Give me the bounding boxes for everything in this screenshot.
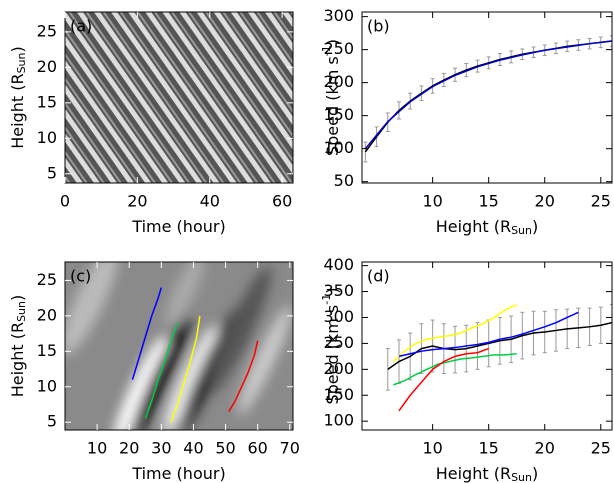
y-tick-label: 100	[323, 411, 354, 430]
x-axis-title: Time (hour)	[131, 217, 225, 236]
x-tick-label: 25	[591, 192, 611, 211]
x-tick-label: 20	[535, 439, 555, 458]
panel: 10 15 20 25 50 100 150 200 250 300 (b)	[323, 6, 613, 211]
x-tick-label: 15	[479, 439, 499, 458]
x-tick-label: 70	[280, 439, 300, 458]
plot-area	[131, 287, 259, 423]
x-tick-label: 25	[591, 439, 611, 458]
frame	[64, 261, 294, 431]
data-line	[387, 321, 612, 370]
label-part: )	[323, 288, 342, 294]
data-line	[131, 287, 163, 380]
image-c	[65, 262, 293, 430]
y-tick-label: 150	[323, 105, 354, 124]
data-line	[144, 322, 179, 419]
y-tick-label: 50	[334, 171, 354, 190]
x-tick-label: 60	[247, 439, 267, 458]
x-axis-title: Time (hour)	[131, 464, 225, 483]
panel-label: (a)	[70, 17, 92, 36]
data-line	[398, 311, 579, 358]
y-tick-label: 20	[37, 57, 57, 76]
y-tick-label: 25	[37, 21, 57, 40]
data-line	[228, 340, 259, 412]
label-part: Sun	[511, 224, 532, 237]
x-tick-label: 60	[272, 192, 292, 211]
y-tick-label: 5	[47, 163, 57, 182]
y-tick-label: 300	[323, 6, 354, 25]
y-tick-label: 100	[323, 138, 354, 157]
data-line	[393, 353, 517, 386]
label-part: Time (hour)	[131, 217, 225, 236]
frame	[64, 11, 294, 184]
panel-label: (d)	[367, 267, 390, 286]
y-tick-label: 10	[37, 128, 57, 147]
x-tick-label: 40	[183, 439, 203, 458]
y-tick-label: 10	[37, 376, 57, 395]
label-part: )	[532, 217, 538, 236]
y-tick-label: 200	[323, 72, 354, 91]
panel: 10 15 20 25 100 150 200 250 300 350 400 (d)	[323, 255, 613, 458]
label-part: Sun	[511, 471, 532, 483]
y-axis-title: Speed (km s-1)	[320, 39, 342, 156]
panel-label: (b)	[367, 17, 390, 36]
x-tick-label: 20	[127, 192, 147, 211]
image-a	[65, 12, 293, 183]
panel: 10 20 30 40 50 60 70 5 10 15 20 25 (c)	[37, 261, 300, 458]
label-part: Height (R	[436, 464, 511, 483]
label-part: )	[8, 46, 27, 52]
y-tick-label: 250	[323, 333, 354, 352]
x-tick-label: 10	[87, 439, 107, 458]
label-part: Sun	[15, 301, 28, 322]
data-line	[392, 303, 518, 363]
x-tick-label: 10	[422, 192, 442, 211]
data-line	[364, 40, 612, 150]
x-tick-label: 30	[151, 439, 171, 458]
y-tick-label: 15	[37, 341, 57, 360]
label-part: )	[532, 464, 538, 483]
y-tick-label: 25	[37, 270, 57, 289]
y-tick-label: 250	[323, 39, 354, 58]
x-tick-label: 50	[215, 439, 235, 458]
y-axis-title: Height (RSun)	[8, 46, 29, 149]
y-tick-label: 300	[323, 307, 354, 326]
label-part: Time (hour)	[131, 464, 225, 483]
y-tick-label: 150	[323, 385, 354, 404]
x-axis-title: Height (RSun)	[436, 217, 539, 238]
x-tick-label: 0	[60, 192, 70, 211]
x-tick-label: 20	[119, 439, 139, 458]
x-tick-label: 40	[200, 192, 220, 211]
panel: 0 20 40 60 5 10 15 20 25 (a)	[37, 11, 294, 211]
plot-area	[385, 303, 612, 412]
label-part: )	[323, 39, 342, 45]
y-tick-label: 15	[37, 92, 57, 111]
y-tick-label: 200	[323, 359, 354, 378]
label-part: Height (R	[8, 73, 27, 148]
plot-area	[363, 35, 612, 163]
label-part: -1	[320, 294, 333, 305]
y-tick-label: 350	[323, 281, 354, 300]
label-part: Height (R	[436, 217, 511, 236]
label-part: )	[8, 295, 27, 301]
data-line	[398, 347, 489, 412]
y-axis-title: Speed (km s-1)	[320, 288, 342, 405]
y-tick-label: 5	[47, 412, 57, 431]
label-part: Sun	[15, 52, 28, 73]
frame	[361, 11, 613, 184]
label-part: Speed (km s	[323, 305, 342, 405]
panel-label: (c)	[70, 267, 91, 286]
x-tick-label: 10	[422, 439, 442, 458]
x-tick-label: 20	[535, 192, 555, 211]
label-part: -1	[320, 45, 333, 56]
frame	[361, 261, 613, 431]
y-tick-label: 400	[323, 255, 354, 274]
x-axis-title: Height (RSun)	[436, 464, 539, 483]
label-part: Speed (km s	[323, 56, 342, 156]
x-tick-label: 15	[479, 192, 499, 211]
label-part: Height (R	[8, 322, 27, 397]
data-line	[170, 315, 201, 423]
y-tick-label: 20	[37, 305, 57, 324]
y-axis-title: Height (RSun)	[8, 295, 29, 398]
